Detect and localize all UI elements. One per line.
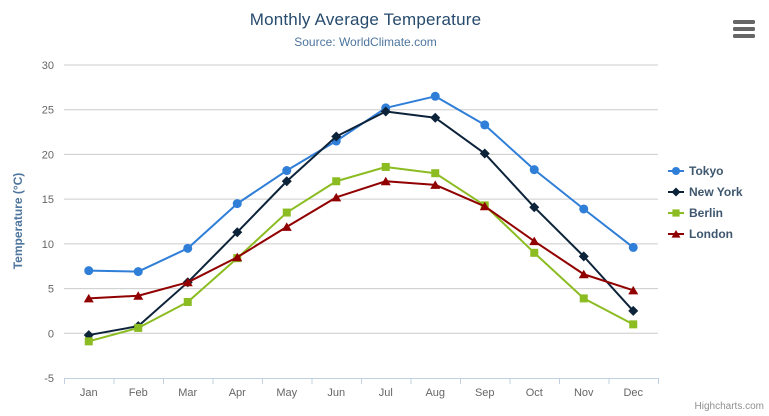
triangle-legend-marker-icon bbox=[668, 229, 684, 238]
triangle-marker-icon[interactable] bbox=[430, 180, 441, 189]
square-marker-icon[interactable] bbox=[282, 208, 291, 217]
triangle-marker-icon[interactable] bbox=[182, 277, 193, 287]
square-marker-icon[interactable] bbox=[431, 169, 440, 178]
square-marker-icon[interactable] bbox=[332, 177, 341, 186]
circle-marker-icon[interactable] bbox=[430, 91, 440, 101]
y-axis-label: 20 bbox=[42, 149, 54, 161]
x-axis-label: Feb bbox=[129, 387, 148, 399]
square-marker-icon[interactable] bbox=[672, 208, 680, 217]
y-axis-label: 15 bbox=[42, 194, 54, 206]
x-axis-label: Apr bbox=[229, 387, 246, 399]
diamond-marker-icon[interactable] bbox=[430, 112, 441, 123]
circle-marker-icon[interactable] bbox=[529, 165, 539, 175]
series-line-tokyo[interactable] bbox=[87, 95, 635, 273]
legend-item-label: Tokyo bbox=[689, 163, 724, 178]
diamond-marker-icon[interactable] bbox=[281, 176, 292, 187]
triangle-marker-icon[interactable] bbox=[331, 192, 342, 202]
legend-item-london[interactable]: London bbox=[668, 223, 743, 244]
diamond-marker-icon[interactable] bbox=[671, 187, 681, 196]
legend: Tokyo New York Berlin London bbox=[668, 160, 743, 244]
square-marker-icon[interactable] bbox=[134, 323, 143, 332]
circle-marker-icon[interactable] bbox=[133, 267, 143, 277]
legend-item-new-york[interactable]: New York bbox=[668, 181, 743, 202]
square-marker-icon[interactable] bbox=[629, 320, 638, 329]
triangle-marker-icon[interactable] bbox=[133, 291, 144, 300]
x-axis-label: Sep bbox=[475, 387, 495, 399]
triangle-marker-icon[interactable] bbox=[83, 293, 94, 303]
triangle-marker-icon[interactable] bbox=[671, 229, 681, 238]
chart-context-menu-button[interactable] bbox=[733, 19, 757, 39]
triangle-marker-icon[interactable] bbox=[380, 176, 391, 186]
legend-item-label: London bbox=[689, 226, 733, 241]
legend-item-label: Berlin bbox=[689, 205, 724, 220]
diamond-marker-icon[interactable] bbox=[331, 131, 342, 142]
x-axis-label: Jul bbox=[379, 387, 393, 399]
circle-marker-icon[interactable] bbox=[671, 166, 681, 175]
circle-legend-marker-icon bbox=[668, 166, 684, 175]
triangle-marker-icon[interactable] bbox=[628, 285, 639, 295]
square-marker-icon[interactable] bbox=[381, 162, 390, 171]
y-axis-label: 25 bbox=[42, 105, 54, 117]
square-marker-icon[interactable] bbox=[183, 297, 192, 306]
diamond-marker-icon[interactable] bbox=[628, 305, 639, 316]
diamond-marker-icon[interactable] bbox=[232, 227, 243, 238]
square-marker-icon[interactable] bbox=[84, 337, 93, 346]
x-axis-label: May bbox=[276, 387, 297, 399]
diamond-marker-icon[interactable] bbox=[529, 202, 540, 213]
circle-marker-icon[interactable] bbox=[232, 199, 242, 209]
highcharts-credit[interactable]: Highcharts.com bbox=[694, 401, 764, 412]
x-axis-label: Nov bbox=[574, 387, 594, 399]
legend-item-label: New York bbox=[689, 184, 743, 199]
series-line-berlin[interactable] bbox=[87, 165, 635, 343]
circle-marker-icon[interactable] bbox=[84, 266, 94, 276]
hamburger-icon bbox=[733, 27, 755, 31]
series-line-london[interactable] bbox=[87, 180, 635, 300]
y-axis-label: 0 bbox=[48, 328, 54, 340]
y-axis-label: 30 bbox=[42, 60, 54, 72]
hamburger-icon bbox=[733, 34, 755, 38]
x-axis-label: Aug bbox=[425, 387, 445, 399]
circle-marker-icon[interactable] bbox=[282, 166, 292, 176]
square-legend-marker-icon bbox=[668, 208, 684, 217]
triangle-marker-icon[interactable] bbox=[281, 222, 292, 231]
x-axis-label: Jan bbox=[80, 387, 98, 399]
diamond-marker-icon[interactable] bbox=[380, 106, 391, 117]
x-axis-label: Oct bbox=[526, 387, 543, 399]
triangle-marker-icon[interactable] bbox=[578, 269, 589, 279]
series-line-new-york[interactable] bbox=[87, 110, 635, 337]
diamond-marker-icon[interactable] bbox=[479, 148, 490, 159]
hamburger-icon bbox=[733, 20, 755, 24]
x-axis-label: Jun bbox=[327, 387, 345, 399]
x-axis-label: Mar bbox=[178, 387, 197, 399]
y-axis-label: -5 bbox=[44, 373, 54, 385]
square-marker-icon[interactable] bbox=[579, 294, 588, 303]
diamond-marker-icon[interactable] bbox=[578, 251, 589, 262]
triangle-marker-icon[interactable] bbox=[479, 201, 490, 211]
legend-item-berlin[interactable]: Berlin bbox=[668, 202, 743, 223]
y-axis-title: Temperature (°C) bbox=[11, 172, 25, 270]
circle-marker-icon[interactable] bbox=[628, 242, 638, 252]
y-axis-label: 10 bbox=[42, 239, 54, 251]
y-axis-label: 5 bbox=[48, 284, 54, 296]
triangle-marker-icon[interactable] bbox=[232, 252, 243, 262]
circle-marker-icon[interactable] bbox=[480, 120, 490, 130]
diamond-legend-marker-icon bbox=[668, 187, 684, 196]
circle-marker-icon[interactable] bbox=[579, 204, 589, 214]
triangle-marker-icon[interactable] bbox=[529, 236, 540, 246]
circle-marker-icon[interactable] bbox=[183, 243, 193, 253]
legend-item-tokyo[interactable]: Tokyo bbox=[668, 160, 743, 181]
square-marker-icon[interactable] bbox=[530, 248, 539, 257]
x-axis-label: Dec bbox=[623, 387, 643, 399]
